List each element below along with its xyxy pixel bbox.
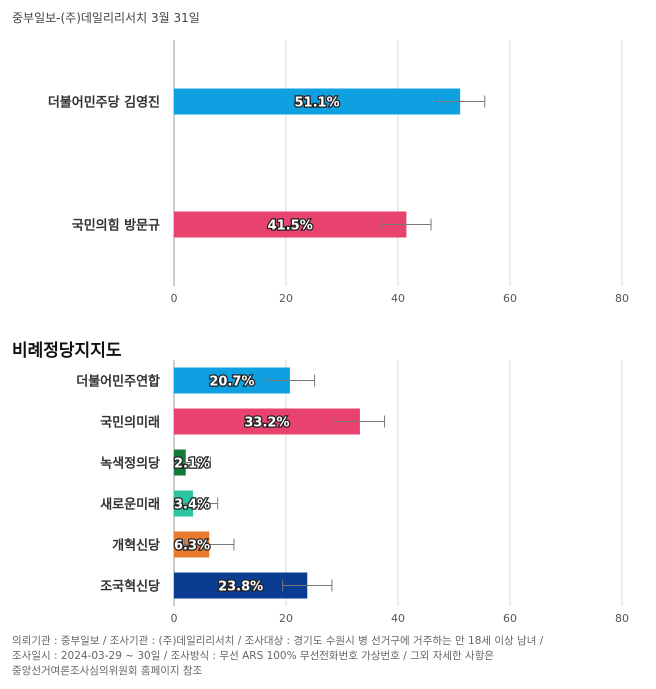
bar <box>174 211 407 238</box>
bar <box>174 408 360 435</box>
x-tick-label: 60 <box>503 612 517 625</box>
source-caption: 중부일보-(주)데일리리서치 3월 31일 <box>12 11 200 25</box>
x-tick-label: 40 <box>391 292 405 305</box>
data-label: 41.5% <box>268 219 313 234</box>
category-label: 녹색정의당 <box>100 456 160 472</box>
party-chart: 0 20 40 60 80 더불어민주연합 20.7% 국민의미래 33.2% 녹색정의당 2.1%… <box>76 360 629 625</box>
bar <box>174 88 461 115</box>
data-label: 2.1% <box>174 457 210 472</box>
category-label: 더불어민주연합 <box>76 374 160 390</box>
x-tick-label: 40 <box>391 612 405 625</box>
category-label: 조국혁신당 <box>100 579 160 595</box>
x-tick-label: 80 <box>615 292 629 305</box>
category-label: 국민의미래 <box>100 415 160 431</box>
category-label: 더불어민주당 김영진 <box>48 95 160 111</box>
x-tick-label: 20 <box>279 612 293 625</box>
x-tick-label: 60 <box>503 292 517 305</box>
footer-line: 의뢰기관 : 중부일보 / 조사기관 : (주)데일리리서치 / 조사대상 : … <box>12 635 544 647</box>
x-tick-label: 80 <box>615 612 629 625</box>
data-label: 23.8% <box>218 580 263 595</box>
category-label: 새로운미래 <box>100 497 160 513</box>
x-tick-label: 0 <box>171 292 178 305</box>
x-tick-label: 0 <box>171 612 178 625</box>
category-label: 국민의힘 방문규 <box>72 218 160 234</box>
data-label: 6.3% <box>174 539 210 554</box>
footer-line: 중앙선거여론조사심의위원회 홈페이지 참조 <box>12 665 203 677</box>
candidate-chart: 0 20 40 60 80 더불어민주당 김영진 51.1% 국민의힘 방문규 41.5% <box>48 40 629 305</box>
footer-line: 조사일시 : 2024-03-29 ~ 30일 / 조사방식 : 무선 ARS … <box>12 650 495 662</box>
category-label: 개혁신당 <box>112 538 160 554</box>
footer-note: 의뢰기관 : 중부일보 / 조사기관 : (주)데일리리서치 / 조사대상 : … <box>12 634 642 679</box>
data-label: 33.2% <box>244 416 289 431</box>
section-title: 비례정당지지도 <box>12 341 122 361</box>
data-label: 20.7% <box>209 375 254 390</box>
data-label: 3.4% <box>174 498 210 513</box>
x-tick-label: 20 <box>279 292 293 305</box>
data-label: 51.1% <box>295 96 340 111</box>
